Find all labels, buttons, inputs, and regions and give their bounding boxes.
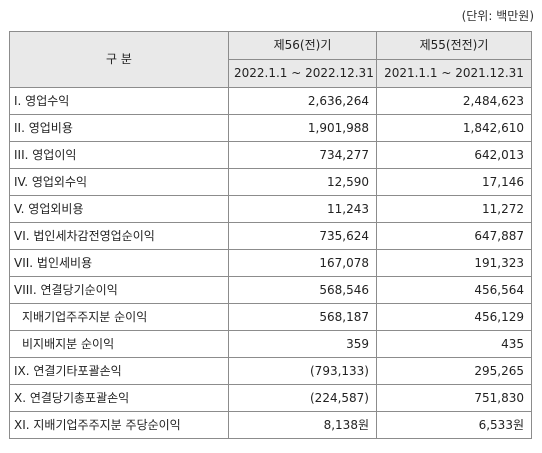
row-prior-value: 751,830 bbox=[376, 384, 532, 412]
table-row: VIII. 연결당기순이익 568,546 456,564 bbox=[9, 276, 532, 304]
row-prior-value: 191,323 bbox=[376, 249, 532, 277]
table-row: V. 영업외비용 11,243 11,272 bbox=[9, 195, 532, 223]
row-prior-value: 435 bbox=[376, 330, 532, 358]
row-label: X. 연결당기총포괄손익 bbox=[9, 384, 229, 412]
header-current-period: 2022.1.1 ~ 2022.12.31 bbox=[228, 59, 377, 88]
row-label: II. 영업비용 bbox=[9, 114, 229, 142]
row-label: VII. 법인세비용 bbox=[9, 249, 229, 277]
row-prior-value: 642,013 bbox=[376, 141, 532, 169]
table-row: IX. 연결기타포괄손익 (793,133) 295,265 bbox=[9, 357, 532, 385]
row-prior-value: 2,484,623 bbox=[376, 87, 532, 115]
table-row: VII. 법인세비용 167,078 191,323 bbox=[9, 249, 532, 277]
table-row: I. 영업수익 2,636,264 2,484,623 bbox=[9, 87, 532, 115]
row-prior-value: 11,272 bbox=[376, 195, 532, 223]
row-prior-value: 456,129 bbox=[376, 303, 532, 331]
row-current-value: 359 bbox=[228, 330, 377, 358]
row-label: I. 영업수익 bbox=[9, 87, 229, 115]
table-row: IV. 영업외수익 12,590 17,146 bbox=[9, 168, 532, 196]
row-current-value: 734,277 bbox=[228, 141, 377, 169]
row-current-value: 568,187 bbox=[228, 303, 377, 331]
row-current-value: 8,138원 bbox=[228, 411, 377, 439]
table-row: X. 연결당기총포괄손익 (224,587) 751,830 bbox=[9, 384, 532, 412]
table-row: 비지배지분 순이익 359 435 bbox=[9, 330, 532, 358]
row-prior-value: 17,146 bbox=[376, 168, 532, 196]
row-current-value: 568,546 bbox=[228, 276, 377, 304]
row-prior-value: 295,265 bbox=[376, 357, 532, 385]
header-prior-term: 제55(전전)기 bbox=[376, 31, 532, 60]
row-label: XI. 지배기업주주지분 주당순이익 bbox=[9, 411, 229, 439]
table-row: XI. 지배기업주주지분 주당순이익 8,138원 6,533원 bbox=[9, 411, 532, 439]
row-current-value: 11,243 bbox=[228, 195, 377, 223]
row-prior-value: 456,564 bbox=[376, 276, 532, 304]
row-label: 비지배지분 순이익 bbox=[9, 330, 229, 358]
row-prior-value: 6,533원 bbox=[376, 411, 532, 439]
table-row: VI. 법인세차감전영업순이익 735,624 647,887 bbox=[9, 222, 532, 250]
row-current-value: 1,901,988 bbox=[228, 114, 377, 142]
row-label: VI. 법인세차감전영업순이익 bbox=[9, 222, 229, 250]
table-row: II. 영업비용 1,901,988 1,842,610 bbox=[9, 114, 532, 142]
header-prior-period: 2021.1.1 ~ 2021.12.31 bbox=[376, 59, 532, 88]
header-current-term: 제56(전)기 bbox=[228, 31, 377, 60]
row-current-value: 167,078 bbox=[228, 249, 377, 277]
row-current-value: 12,590 bbox=[228, 168, 377, 196]
table-row: III. 영업이익 734,277 642,013 bbox=[9, 141, 532, 169]
row-label: IV. 영업외수익 bbox=[9, 168, 229, 196]
row-current-value: (793,133) bbox=[228, 357, 377, 385]
row-label: III. 영업이익 bbox=[9, 141, 229, 169]
unit-label: (단위: 백만원) bbox=[461, 9, 534, 23]
row-current-value: 735,624 bbox=[228, 222, 377, 250]
row-label: 지배기업주주지분 순이익 bbox=[9, 303, 229, 331]
table-row: 지배기업주주지분 순이익 568,187 456,129 bbox=[9, 303, 532, 331]
row-current-value: (224,587) bbox=[228, 384, 377, 412]
row-label: VIII. 연결당기순이익 bbox=[9, 276, 229, 304]
row-prior-value: 647,887 bbox=[376, 222, 532, 250]
row-current-value: 2,636,264 bbox=[228, 87, 377, 115]
row-label: IX. 연결기타포괄손익 bbox=[9, 357, 229, 385]
row-label: V. 영업외비용 bbox=[9, 195, 229, 223]
header-category: 구 분 bbox=[9, 31, 229, 88]
income-statement-table: 구 분 제56(전)기 제55(전전)기 2022.1.1 ~ 2022.12.… bbox=[9, 31, 532, 439]
row-prior-value: 1,842,610 bbox=[376, 114, 532, 142]
